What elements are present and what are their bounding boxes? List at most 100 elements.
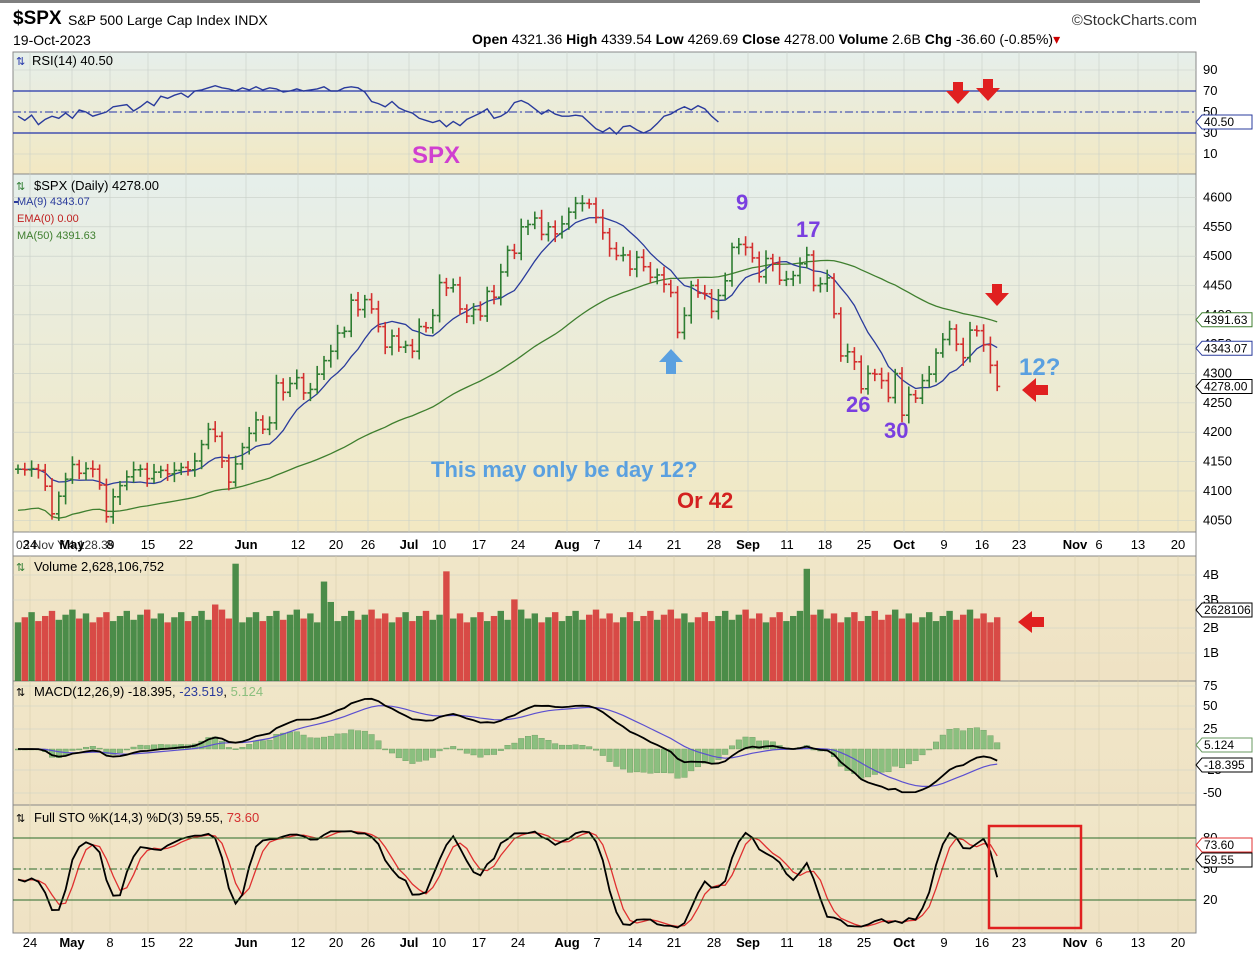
x-tick-label: 26 bbox=[361, 935, 375, 950]
volume-bar bbox=[130, 619, 137, 681]
price-bar bbox=[470, 303, 477, 325]
price-bar bbox=[232, 455, 239, 487]
x-tick-label: Oct bbox=[893, 537, 915, 552]
volume-bar bbox=[334, 621, 341, 681]
price-bar bbox=[198, 439, 205, 470]
volume-bar bbox=[980, 613, 987, 681]
volume-bar bbox=[837, 622, 844, 681]
price-bar bbox=[21, 462, 28, 476]
macd-hist-bar bbox=[334, 733, 341, 750]
macd-hist-bar bbox=[491, 748, 498, 755]
volume-bar bbox=[518, 609, 525, 681]
price-settings-icon[interactable]: ⇅ bbox=[16, 181, 25, 193]
price-bar bbox=[15, 464, 21, 474]
macd-settings-icon[interactable]: ⇅ bbox=[16, 687, 25, 699]
price-bar bbox=[769, 253, 776, 272]
price-bar bbox=[49, 478, 55, 520]
price-bar bbox=[967, 321, 973, 363]
volume-bar bbox=[558, 621, 566, 681]
volume-bar bbox=[511, 599, 518, 681]
brand-logo[interactable]: ©StockCharts.com bbox=[1072, 12, 1197, 29]
macd-hist-bar bbox=[246, 744, 253, 750]
macd-hist-bar bbox=[389, 748, 396, 754]
volume-bar bbox=[762, 622, 770, 681]
sto-k-tag: 59.55 bbox=[1195, 852, 1253, 868]
macd-hist-bar bbox=[933, 741, 940, 750]
macd-hist-bar bbox=[504, 745, 511, 750]
sto-d-value: 73.60 bbox=[227, 810, 260, 825]
price-bar bbox=[253, 411, 259, 442]
macd-hist-bar bbox=[225, 747, 232, 750]
volume-bar bbox=[76, 618, 83, 681]
macd-tick-label: 50 bbox=[1203, 698, 1217, 713]
sto-highlight-box bbox=[987, 824, 1083, 930]
x-tick-label: 22 bbox=[179, 935, 193, 950]
price-bar bbox=[178, 462, 185, 476]
price-panel bbox=[12, 173, 1197, 533]
volume-bar bbox=[552, 612, 559, 681]
volume-bar bbox=[708, 621, 715, 681]
macd-hist-bar bbox=[579, 745, 586, 750]
price-bar bbox=[763, 250, 769, 284]
volume-bar bbox=[892, 609, 899, 681]
macd-tag-box bbox=[1195, 757, 1253, 773]
volume-bar bbox=[885, 614, 892, 681]
low-value: 4269.69 bbox=[687, 31, 739, 47]
ma9-tag-text: 4343.07 bbox=[1204, 341, 1248, 355]
volume-bar bbox=[42, 615, 49, 681]
x-tick-label: 13 bbox=[1131, 537, 1145, 552]
price-bar bbox=[599, 209, 606, 240]
macd-hist-bar bbox=[647, 748, 654, 774]
volume-bar bbox=[497, 610, 504, 681]
price-bar bbox=[647, 262, 654, 284]
chg-value: -36.60 (-0.85%) bbox=[955, 31, 1054, 47]
macd-hist-bar bbox=[654, 748, 661, 773]
price-bar bbox=[300, 372, 307, 400]
x-tick-label: Aug bbox=[554, 537, 579, 552]
volume-bar bbox=[667, 609, 674, 681]
price-tick-label: 4100 bbox=[1203, 483, 1232, 498]
annotation-12q: 12? bbox=[1019, 354, 1060, 381]
price-bar bbox=[259, 415, 266, 434]
macd-hist-bar bbox=[919, 748, 926, 756]
macd-tag: -18.395 bbox=[1195, 757, 1253, 773]
macd-hist-bar bbox=[729, 745, 736, 750]
volume-bar bbox=[348, 610, 355, 681]
volume-bar bbox=[307, 613, 314, 681]
price-bar bbox=[96, 464, 103, 490]
volume-bar bbox=[538, 622, 545, 681]
price-bar bbox=[586, 198, 593, 209]
rsi-title: RSI(14) 40.50 bbox=[32, 53, 113, 68]
macd-hist-bar bbox=[844, 748, 851, 771]
volume-bar bbox=[830, 613, 838, 681]
macd-hist-bar bbox=[973, 727, 980, 750]
volume-bar bbox=[742, 609, 749, 681]
macd-hist-bar bbox=[695, 748, 702, 768]
crosshair-label: 03 Nov Y:4,128.39 bbox=[16, 538, 115, 552]
macd-hist-bar bbox=[511, 742, 518, 750]
macd-hist-bar bbox=[457, 748, 464, 751]
price-tick-label: 4600 bbox=[1203, 189, 1232, 204]
price-bar bbox=[987, 336, 994, 374]
volume-bar bbox=[232, 563, 239, 681]
macd-hist-bar bbox=[123, 748, 130, 751]
ohlc-summary: Open 4321.36 High 4339.54 Low 4269.69 Cl… bbox=[472, 31, 1060, 48]
close-tag: 4278.00 bbox=[1195, 378, 1253, 394]
x-tick-label: 20 bbox=[1171, 537, 1185, 552]
volume-bar bbox=[463, 622, 470, 681]
x-tick-label: Nov bbox=[1063, 935, 1088, 950]
volume-bar bbox=[898, 618, 906, 681]
price-bar bbox=[756, 251, 763, 283]
macd-hist-tag-text: 5.124 bbox=[1204, 738, 1234, 752]
rsi-settings-icon[interactable]: ⇅ bbox=[16, 56, 25, 68]
volume-bar bbox=[674, 618, 681, 681]
price-tick-label: 4250 bbox=[1203, 395, 1232, 410]
sto-settings-icon[interactable]: ⇅ bbox=[16, 813, 25, 825]
price-bar bbox=[110, 488, 117, 524]
volume-settings-icon[interactable]: ⇅ bbox=[16, 562, 25, 574]
macd-hist-bar bbox=[327, 735, 334, 750]
rsi-line bbox=[17, 85, 719, 136]
volume-bar bbox=[572, 610, 579, 681]
volume-bar bbox=[171, 617, 178, 681]
